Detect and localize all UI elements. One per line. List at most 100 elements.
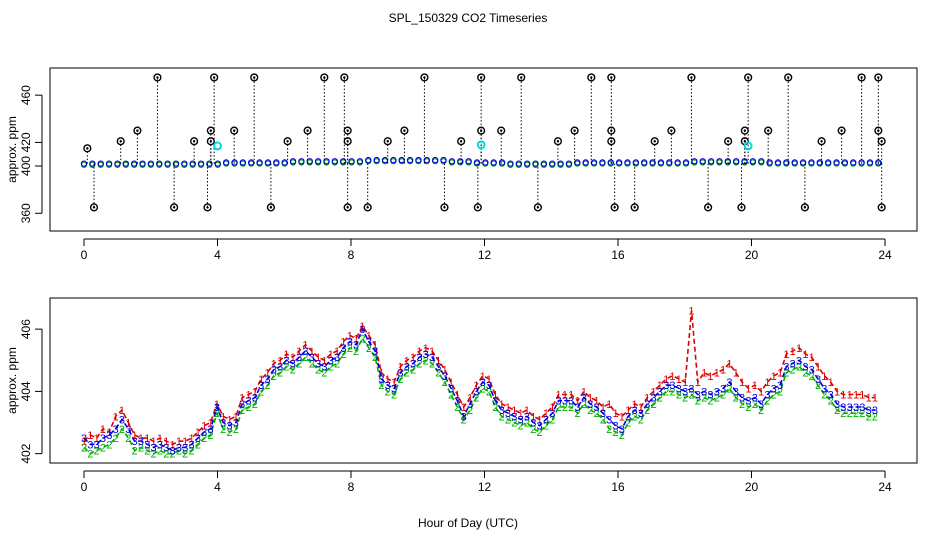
- series-2-point: 2: [847, 408, 853, 420]
- series-3-point: 3: [707, 390, 713, 402]
- baseline-point: [732, 158, 740, 165]
- series-1-point: 1: [410, 352, 416, 364]
- spike-marker: [737, 203, 746, 212]
- top-baseline-layer: [80, 156, 882, 168]
- series-2-point: 2: [790, 365, 796, 377]
- series-1-point: 1: [802, 349, 808, 361]
- spike-marker: [687, 73, 696, 82]
- series-1-point: 1: [258, 374, 264, 386]
- spike-marker-center: [633, 206, 636, 209]
- series-2-point: 2: [745, 402, 751, 414]
- series-3-point: 3: [499, 405, 505, 417]
- series-1-point: 1: [448, 377, 454, 389]
- series-3-point: 3: [720, 383, 726, 395]
- series-1-point: 1: [714, 368, 720, 380]
- spike-marker-center: [386, 140, 389, 143]
- series-2-point: 2: [644, 405, 650, 417]
- series-1-point: 1: [454, 390, 460, 402]
- spike-marker-center: [610, 129, 613, 132]
- series-3-point: 3: [619, 424, 625, 436]
- series-2-point: 2: [562, 402, 568, 414]
- spike-marker: [764, 126, 773, 135]
- series-2-point: 2: [125, 433, 131, 445]
- spike-marker-center: [690, 76, 693, 79]
- series-2-point: 2: [353, 346, 359, 358]
- spike-marker: [340, 73, 349, 82]
- series-1-point: 1: [676, 374, 682, 386]
- series-3-point: 3: [480, 377, 486, 389]
- series-3-point: 3: [264, 374, 270, 386]
- series-2-point: 2: [258, 386, 264, 398]
- baseline-point: [707, 158, 715, 165]
- series-1-point: 1: [385, 374, 391, 386]
- baseline-point: [490, 159, 497, 166]
- series-1-point: 1: [631, 399, 637, 411]
- series-3-point: 3: [195, 433, 201, 445]
- series-3-point: 3: [290, 358, 296, 370]
- baseline-point: [824, 159, 832, 166]
- spike-marker-center: [346, 129, 349, 132]
- series-2-point: 2: [132, 446, 138, 458]
- series-1-point: 1: [302, 340, 308, 352]
- baseline-point: [791, 159, 798, 166]
- series-2-point: 2: [872, 411, 878, 423]
- spike-marker: [744, 73, 753, 82]
- top-x-tick-label: 24: [878, 248, 892, 262]
- series-2-point: 2: [233, 424, 239, 436]
- baseline-point: [440, 156, 447, 164]
- series-2-point: 2: [499, 411, 505, 423]
- series-1-point: 1: [562, 390, 568, 402]
- series-2-point: 2: [663, 386, 669, 398]
- spike-marker-center: [346, 140, 349, 143]
- series-1-point: 1: [619, 411, 625, 423]
- spike-marker-center: [590, 76, 593, 79]
- series-1-point: 1: [866, 393, 872, 405]
- series-1-point: 1: [663, 374, 669, 386]
- series-2-point: 2: [113, 433, 119, 445]
- spike-marker-center: [499, 129, 503, 132]
- series-1-point: 1: [847, 390, 853, 402]
- series-2-point: 2: [593, 408, 599, 420]
- series-2-point: 2: [359, 333, 365, 345]
- series-3-point: 3: [353, 340, 359, 352]
- series-1-point: 1: [575, 396, 581, 408]
- spike-marker: [630, 203, 639, 212]
- baseline-point: [833, 159, 840, 166]
- baseline-point: [507, 160, 514, 167]
- series-2-point: 2: [511, 418, 517, 430]
- series-3-point: 3: [530, 418, 536, 430]
- spike-marker: [420, 73, 429, 82]
- series-1-point: 1: [378, 368, 384, 380]
- spike-marker-center: [556, 140, 560, 143]
- baseline-point: [406, 156, 414, 164]
- spike-marker-center: [880, 206, 883, 209]
- series-3-point: 3: [492, 396, 498, 408]
- series-2-point: 2: [315, 365, 321, 377]
- spike-marker: [553, 137, 563, 146]
- series-3-point: 3: [866, 405, 872, 417]
- series-3-point: 3: [391, 383, 397, 395]
- series-3-point: 3: [821, 383, 827, 395]
- series-1-point: 1: [397, 361, 403, 373]
- spike-marker: [874, 126, 883, 135]
- series-2-point: 2: [176, 446, 182, 458]
- spike-marker-center: [670, 129, 673, 132]
- series-1-point: 1: [87, 430, 93, 442]
- series-1-point: 1: [321, 355, 327, 367]
- spike-marker-center: [610, 140, 613, 143]
- baseline-point: [799, 159, 807, 166]
- series-2-point: 2: [157, 446, 163, 458]
- series-1-point: 1: [726, 358, 732, 370]
- series-1-point: 1: [606, 399, 612, 411]
- spike-marker-center: [206, 206, 209, 209]
- series-3-point: 3: [404, 361, 410, 373]
- series-3-point: 3: [815, 374, 821, 386]
- series-2-point: 2: [505, 414, 511, 426]
- spike-marker-center: [840, 129, 843, 132]
- series-2-point: 2: [182, 449, 188, 461]
- series-2-point: 2: [448, 390, 454, 402]
- baseline-point: [197, 160, 205, 167]
- spike-marker: [343, 126, 352, 135]
- baseline-point: [691, 158, 698, 165]
